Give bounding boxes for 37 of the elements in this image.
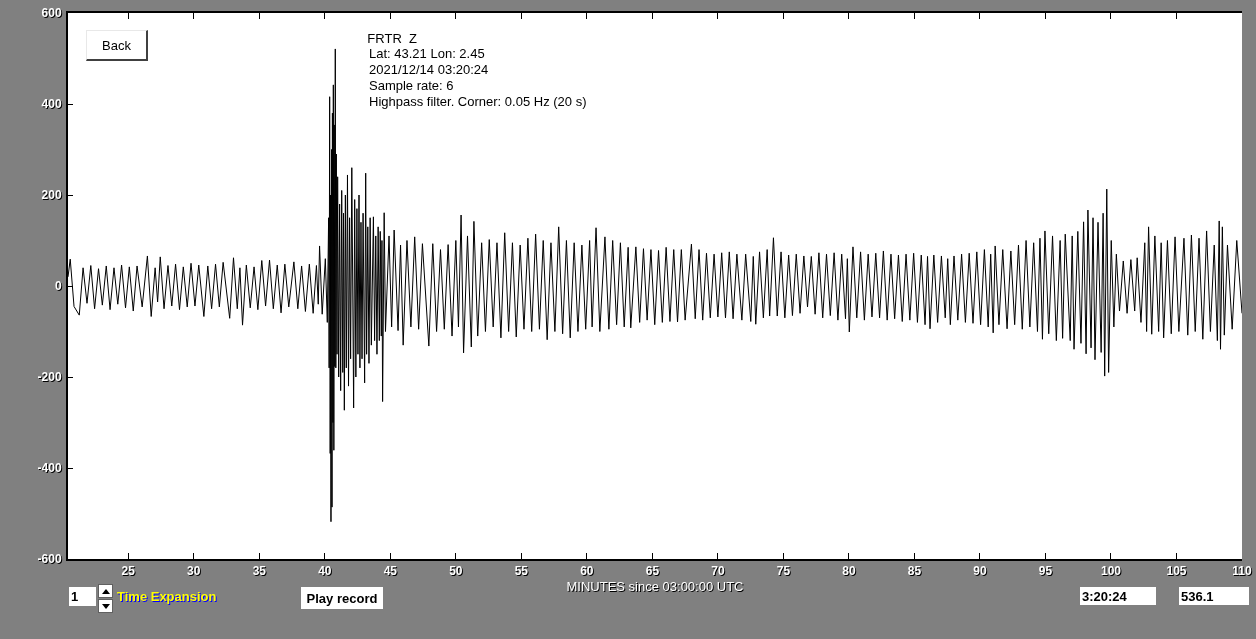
x-tick-label: 30 xyxy=(187,564,201,579)
x-tick-label: 85 xyxy=(907,564,922,579)
text: FRTR Z xyxy=(367,30,418,46)
x-axis-title: MINUTES since 03:00:00 UTC xyxy=(566,578,744,594)
text-field: 1 xyxy=(69,587,96,606)
y-tick-label: -400 xyxy=(37,461,62,476)
play-button: Play record xyxy=(301,587,383,609)
x-tick-label: 45 xyxy=(383,564,398,579)
x-tick-label: 90 xyxy=(973,564,987,579)
x-tick-label: 60 xyxy=(580,564,594,579)
x-tick-label: 100 xyxy=(1100,564,1122,579)
y-tick-label: 0 xyxy=(54,279,62,294)
x-tick-label: 55 xyxy=(514,564,529,579)
y-tick-label: 200 xyxy=(41,188,62,203)
value-field: 536.1 xyxy=(1179,587,1249,605)
x-tick-label: 110 xyxy=(1232,564,1253,579)
y-tick-label: -200 xyxy=(37,370,62,385)
annotation: Lat: 43.21 Lon: 2.45 xyxy=(369,46,485,61)
x-tick-label: 105 xyxy=(1166,564,1187,579)
back-button: Back xyxy=(86,30,148,61)
x-tick-label: 80 xyxy=(842,564,856,579)
text: Time Expansion xyxy=(117,589,217,604)
x-tick-label: 40 xyxy=(318,564,332,579)
y-tick-label: -600 xyxy=(37,552,62,567)
time-field: 3:20:24 xyxy=(1080,587,1156,605)
annotation: Sample rate: 6 xyxy=(369,78,454,93)
y-tick-label: 600 xyxy=(41,6,62,21)
x-tick-label: 50 xyxy=(449,564,463,579)
x-tick-label: 65 xyxy=(645,564,660,579)
x-tick-label: 95 xyxy=(1038,564,1053,579)
annotation: 2021/12/14 03:20:24 xyxy=(369,62,489,77)
x-tick-label: 25 xyxy=(121,564,136,579)
annotation: Highpass filter. Corner: 0.05 Hz (20 s) xyxy=(369,94,587,109)
x-tick-label: 75 xyxy=(776,564,791,579)
y-tick-label: 400 xyxy=(41,97,62,112)
x-tick-label: 70 xyxy=(711,564,725,579)
x-tick-label: 35 xyxy=(252,564,267,579)
